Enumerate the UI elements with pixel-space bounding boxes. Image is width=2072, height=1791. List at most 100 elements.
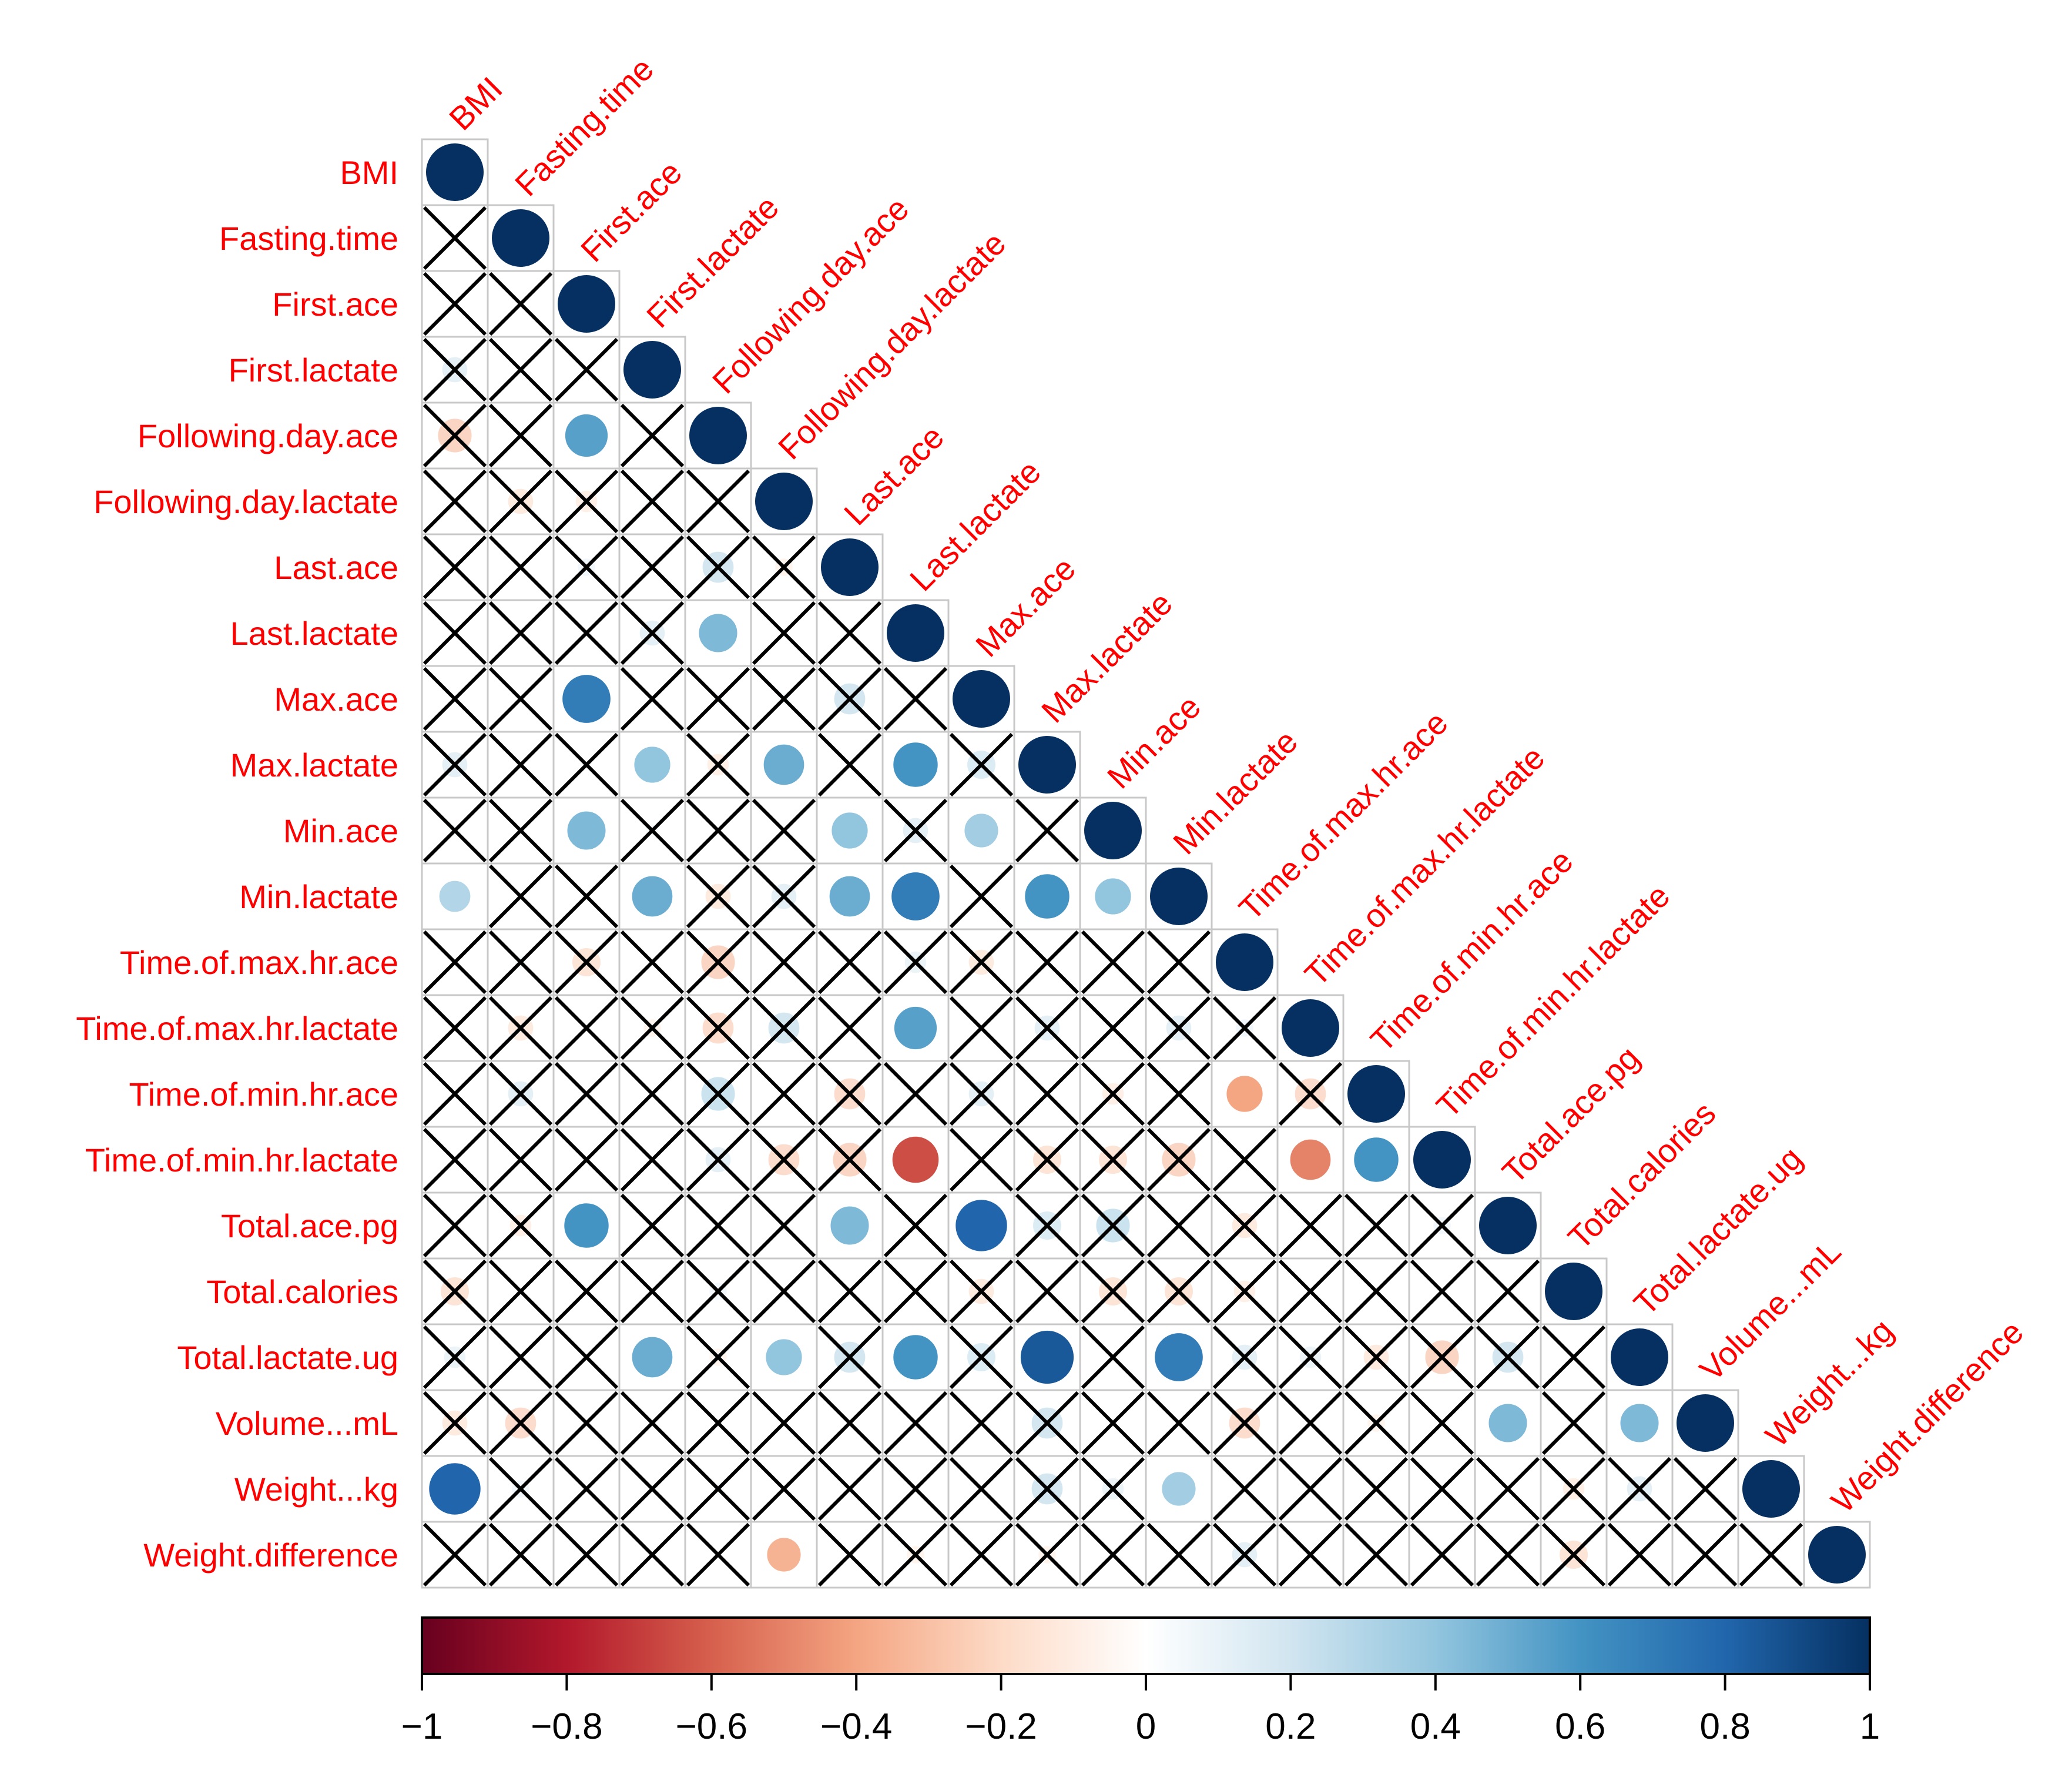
cross-mark — [620, 798, 685, 863]
cross-mark — [752, 864, 816, 929]
cross-mark — [423, 535, 487, 600]
cross-mark — [752, 1127, 816, 1192]
cross-mark — [1344, 1522, 1409, 1587]
cross-mark — [883, 1259, 948, 1324]
column-label-First.ace: First.ace — [574, 153, 689, 269]
cross-mark — [488, 403, 553, 468]
cross-mark — [817, 1127, 882, 1192]
cross-mark — [686, 798, 750, 863]
cross-mark — [423, 1391, 487, 1455]
corr-circle-Max.ace-Max.ace — [951, 669, 1011, 729]
corr-circle-Total.ace.pg-Last.ace — [829, 1205, 870, 1246]
corr-circle-Min.lactate-Last.ace — [828, 875, 871, 918]
cross-mark — [423, 1325, 487, 1390]
corr-circle-Total.lactate.ug-Total.lactate.ug — [1610, 1327, 1669, 1387]
cross-mark — [488, 469, 553, 534]
column-label-Max.lactate: Max.lactate — [1034, 584, 1179, 729]
column-label-Last.lactate: Last.lactate — [903, 453, 1048, 598]
cross-mark — [1673, 1457, 1738, 1521]
cross-mark — [620, 1193, 685, 1258]
cross-mark — [488, 996, 553, 1060]
cross-mark — [686, 1127, 750, 1192]
cross-mark — [752, 1193, 816, 1258]
cross-mark — [488, 1325, 553, 1390]
cross-mark — [949, 1062, 1014, 1126]
corr-circle-Max.lactate-Max.lactate — [1017, 735, 1077, 795]
cross-mark — [1344, 1193, 1409, 1258]
cross-mark — [817, 601, 882, 665]
cross-mark — [1146, 1193, 1211, 1258]
cross-mark — [752, 667, 816, 731]
row-label-Total.calories: Total.calories — [206, 1273, 398, 1310]
cross-mark — [488, 1259, 553, 1324]
cross-mark — [1278, 1259, 1343, 1324]
corr-circle-Time.of.min.hr.lactate-Last.lactate — [891, 1135, 940, 1184]
cross-mark — [1146, 1391, 1211, 1455]
cross-mark — [686, 996, 750, 1060]
row-label-First.lactate: First.lactate — [229, 351, 398, 389]
corr-circle-Min.lactate-Last.lactate — [890, 871, 941, 922]
cross-mark — [949, 1522, 1014, 1587]
cross-mark — [1541, 1325, 1606, 1390]
cross-mark — [1081, 1391, 1145, 1455]
cross-mark — [1278, 1457, 1343, 1521]
corr-circle-Weight.difference-Weight.difference — [1807, 1525, 1867, 1585]
cross-mark — [1541, 1457, 1606, 1521]
cross-mark — [1541, 1522, 1606, 1587]
cross-mark — [423, 1522, 487, 1587]
cross-mark — [423, 930, 487, 995]
cross-mark — [1541, 1391, 1606, 1455]
cross-mark — [1410, 1325, 1474, 1390]
cross-mark — [1081, 930, 1145, 995]
cross-mark — [817, 1457, 882, 1521]
row-labels: BMI Fasting.time First.ace First.lactate Fol… — [76, 154, 398, 1574]
row-label-Weight.difference: Weight.difference — [143, 1536, 398, 1574]
cross-mark — [883, 1522, 948, 1587]
corr-circle-Min.lactate-First.lactate — [631, 875, 674, 918]
cross-mark — [1081, 1522, 1145, 1587]
cross-mark — [1673, 1522, 1738, 1587]
row-label-Max.lactate: Max.lactate — [230, 746, 398, 784]
cross-mark — [554, 1522, 619, 1587]
cross-mark — [686, 864, 750, 929]
column-label-Time.of.max.hr.lactate: Time.of.max.hr.lactate — [1297, 739, 1552, 993]
colorbar-tick-label: 1 — [1860, 1706, 1880, 1747]
cross-mark — [423, 996, 487, 1060]
corr-circle-Time.of.min.hr.ace-Time.of.max.hr.ace — [1225, 1074, 1264, 1113]
cross-mark — [686, 1391, 750, 1455]
cross-mark — [1278, 1193, 1343, 1258]
cross-mark — [752, 1259, 816, 1324]
cross-mark — [423, 1193, 487, 1258]
cross-mark — [620, 469, 685, 534]
corr-circle-Total.lactate.ug-Max.lactate — [1019, 1329, 1075, 1385]
cross-mark — [883, 1193, 948, 1258]
cross-layer — [423, 206, 1803, 1587]
cross-mark — [1015, 798, 1079, 863]
cross-mark — [883, 1062, 948, 1126]
cross-mark — [817, 667, 882, 731]
cross-mark — [423, 1259, 487, 1324]
column-label-Time.of.min.hr.lactate: Time.of.min.hr.lactate — [1429, 877, 1677, 1125]
column-label-Following.day.lactate: Following.day.lactate — [771, 225, 1012, 466]
row-label-Last.ace: Last.ace — [274, 549, 398, 586]
row-label-Total.lactate.ug: Total.lactate.ug — [177, 1339, 398, 1376]
corr-circle-Min.ace-Min.ace — [1083, 801, 1143, 861]
cross-mark — [686, 1457, 750, 1521]
column-label-First.lactate: First.lactate — [639, 188, 786, 334]
cross-mark — [1081, 1127, 1145, 1192]
cross-mark — [1212, 1457, 1277, 1521]
corr-circle-Total.lactate.ug-Last.lactate — [892, 1334, 939, 1381]
cross-mark — [1278, 1325, 1343, 1390]
cross-mark — [423, 206, 487, 270]
cross-mark — [1212, 1325, 1277, 1390]
cross-mark — [554, 1062, 619, 1126]
cross-mark — [423, 337, 487, 402]
colorbar-tick-label: 0.2 — [1265, 1706, 1316, 1747]
row-label-Max.ace: Max.ace — [274, 681, 398, 718]
cross-mark — [1212, 1193, 1277, 1258]
cross-mark — [686, 732, 750, 797]
corr-circle-Time.of.min.hr.lactate-Time.of.min.hr.lactate — [1412, 1130, 1472, 1190]
cross-mark — [1410, 1391, 1474, 1455]
row-label-Time.of.max.hr.lactate: Time.of.max.hr.lactate — [76, 1010, 398, 1047]
cross-mark — [752, 798, 816, 863]
